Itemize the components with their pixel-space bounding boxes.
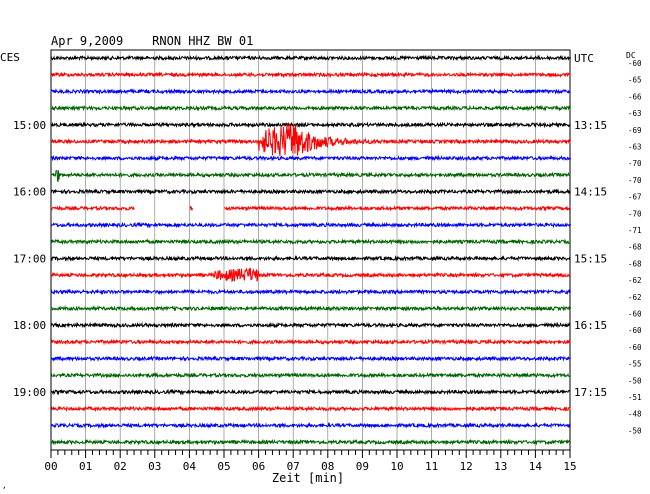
trace-15 [50,304,571,312]
x-tick-label: 12 [460,460,473,473]
dc-offset-label: -60 [628,343,642,352]
x-tick-label: 09 [356,460,369,473]
dc-offset-label: -62 [628,293,642,302]
dc-offset-label: -70 [628,176,642,185]
trace-3 [50,104,571,112]
dc-offset-label: -50 [628,426,642,435]
traces [50,54,571,446]
dc-offset-label: -63 [628,143,642,152]
trace-13 [50,267,571,283]
x-tick-label: 05 [217,460,230,473]
x-tick-label: 04 [183,460,197,473]
dc-offset-label: -70 [628,159,642,168]
x-tick-label: 07 [287,460,300,473]
dc-offset-label: -69 [628,126,642,135]
left-timezone-label: CES [0,51,20,64]
x-tick-label: 06 [252,460,265,473]
dc-offset-label: -71 [628,226,642,235]
dc-offset-label: -65 [628,76,642,85]
right-time-label: 13:15 [574,119,607,132]
trace-9 [50,204,571,212]
dc-offset-label: -70 [628,209,642,218]
trace-0 [50,54,571,62]
dc-offset-label: -66 [628,92,642,101]
x-tick-label: 10 [390,460,403,473]
trace-8 [50,188,571,196]
right-time-label: 14:15 [574,186,607,199]
trace-19 [50,371,571,379]
dc-offset-label: -63 [628,109,642,118]
x-axis: 00 01 02 03 04 05 06 07 08 09 10 11 12 13 14 15 [44,449,577,473]
dc-offset-label: -60 [628,310,642,319]
left-time-label: 18:00 [13,319,46,332]
x-tick-label: 14 [529,460,543,473]
trace-2 [50,87,571,95]
x-tick-label: 02 [114,460,127,473]
right-time-label: 17:15 [574,386,607,399]
trace-23 [50,438,571,446]
trace-21 [50,405,571,413]
trace-6 [50,154,571,162]
dc-offset-label: -62 [628,276,642,285]
time-labels: 15:00 16:00 17:00 18:00 19:00 UTC 13:15 14:15 15… [13,52,642,435]
dc-offset-label: -68 [628,259,642,268]
trace-18 [50,355,571,363]
x-axis-label: Zeit [min] [272,471,344,485]
left-time-label: 17:00 [13,252,46,265]
trace-4 [50,121,571,129]
grid [85,50,536,450]
trace-10 [50,221,571,229]
corner-mark: , [2,481,7,490]
right-time-label: 16:15 [574,319,607,332]
dc-offset-label: -60 [628,59,642,68]
x-tick-label: 01 [79,460,92,473]
trace-14 [50,288,571,296]
dc-offset-label: -51 [628,393,642,402]
right-time-label: UTC [574,52,594,65]
trace-1 [51,71,571,79]
chart-title: Apr 9,2009 RNON HHZ BW 01 [51,34,253,48]
dc-offset-label: -60 [628,326,642,335]
dc-offset-label: -67 [628,193,642,202]
trace-12 [50,254,571,262]
x-tick-label: 11 [425,460,438,473]
left-time-label: 16:00 [13,186,46,199]
dc-header-label: DC [626,51,636,60]
dc-offset-label: -48 [628,410,642,419]
trace-17 [50,338,571,346]
trace-11 [50,238,571,246]
trace-22 [50,421,571,429]
dc-offset-label: -50 [628,376,642,385]
trace-16 [50,321,571,329]
trace-5 [50,123,571,156]
x-tick-label: 15 [563,460,576,473]
x-tick-label: 13 [494,460,507,473]
left-time-label: 15:00 [13,119,46,132]
trace-20 [50,388,571,396]
trace-7 [50,170,571,183]
dc-offset-label: -55 [628,360,642,369]
dc-offset-label: -68 [628,243,642,252]
plot-area [50,49,571,451]
x-tick-label: 00 [44,460,57,473]
left-time-label: 19:00 [13,386,46,399]
x-tick-label: 03 [148,460,161,473]
x-tick-label: 08 [321,460,334,473]
right-time-label: 15:15 [574,252,607,265]
